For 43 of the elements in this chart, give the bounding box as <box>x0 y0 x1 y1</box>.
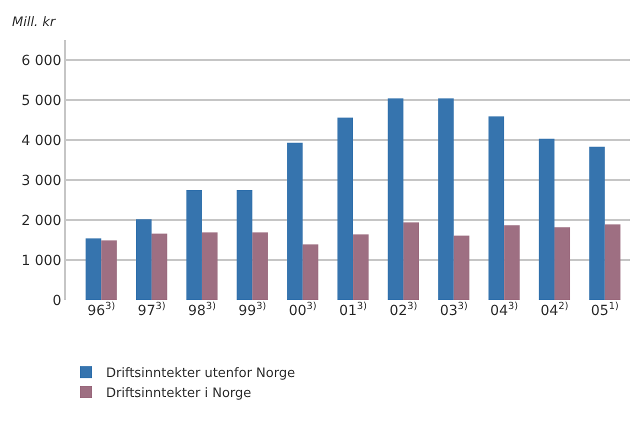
x-tick-label: 97$^{3)}$ <box>138 301 166 319</box>
x-tick-label: 96$^{3)}$ <box>87 301 116 319</box>
x-tick-label: 04$^{3)}$ <box>490 301 518 319</box>
bar <box>403 222 419 300</box>
bar <box>438 98 454 300</box>
x-tick-label: 99$^{3)}$ <box>238 301 266 319</box>
y-tick-label: 5 000 <box>21 92 62 109</box>
x-tick-label: 04$^{2)}$ <box>540 301 568 319</box>
bar <box>302 244 318 300</box>
x-tick-label: 02$^{3)}$ <box>389 301 418 319</box>
bar <box>554 227 570 300</box>
y-axis-title: Mill. kr <box>12 15 57 30</box>
bar <box>488 116 504 300</box>
bar <box>287 142 303 300</box>
y-tick-label: 1 000 <box>21 252 62 269</box>
bar <box>538 138 554 300</box>
bar <box>388 98 404 300</box>
y-tick-label: 3 000 <box>21 172 62 189</box>
x-tick-label: 00$^{3)}$ <box>288 301 317 319</box>
bar <box>136 219 152 300</box>
bar <box>454 236 470 300</box>
bar <box>337 118 354 300</box>
y-tick-label: 2 000 <box>21 212 62 229</box>
y-tick-label: 6 000 <box>21 52 62 69</box>
legend-label: Driftsinntekter i Norge <box>106 386 252 402</box>
bar <box>504 225 520 300</box>
y-tick-label: 4 000 <box>21 132 62 149</box>
bar <box>604 224 620 300</box>
bar <box>186 190 202 300</box>
bar <box>252 232 268 300</box>
x-tick-label: 05$^{1)}$ <box>590 301 619 319</box>
bar <box>353 234 369 300</box>
legend-label: Driftsinntekter utenfor Norge <box>106 366 296 382</box>
x-tick-label: 98$^{3)}$ <box>188 301 216 319</box>
bar <box>589 146 605 300</box>
y-tick-label: 0 <box>52 292 62 309</box>
bar <box>202 232 218 300</box>
bar <box>86 238 102 300</box>
x-tick-label: 03$^{3)}$ <box>440 301 468 319</box>
bar <box>152 234 168 300</box>
bar <box>236 190 252 300</box>
x-tick-label: 01$^{3)}$ <box>339 301 367 319</box>
bar <box>101 240 117 300</box>
